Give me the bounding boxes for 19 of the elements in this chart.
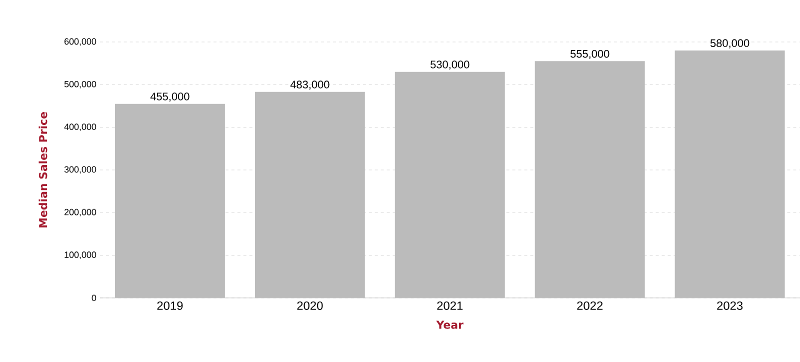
data-label: 555,000: [570, 50, 610, 60]
data-label: 530,000: [430, 60, 470, 70]
x-tick-label: 2020: [297, 301, 323, 310]
y-tick-label: 200,000: [64, 208, 96, 216]
y-axis-title: Median Sales Price: [38, 112, 48, 228]
y-tick-label: 600,000: [64, 38, 96, 46]
data-label: 580,000: [710, 39, 750, 48]
y-tick-label: 0: [92, 294, 96, 302]
data-label: 455,000: [150, 92, 190, 102]
x-tick-label: 2022: [577, 301, 603, 310]
y-tick-label: 400,000: [64, 124, 96, 132]
x-tick-label: 2019: [157, 301, 183, 310]
x-tick-label: 2023: [717, 301, 743, 310]
y-tick-label: 300,000: [64, 166, 96, 174]
y-tick-label: 500,000: [64, 80, 96, 88]
x-axis-title: Year: [436, 320, 464, 329]
x-tick-label: 2021: [437, 301, 463, 310]
data-label: 483,000: [290, 80, 330, 90]
y-tick-label: 100,000: [64, 252, 96, 260]
